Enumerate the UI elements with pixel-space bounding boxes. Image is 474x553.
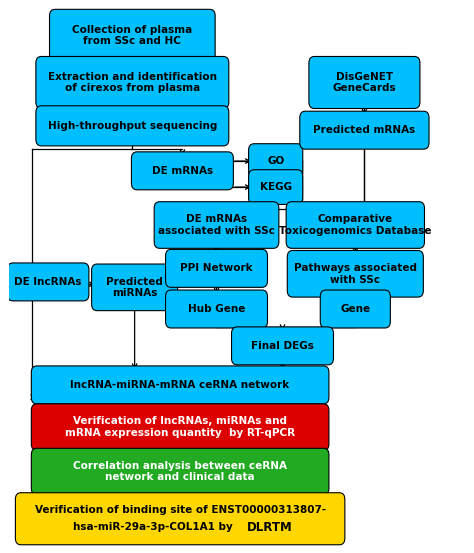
FancyBboxPatch shape xyxy=(49,9,215,61)
Text: Gene: Gene xyxy=(340,304,370,314)
FancyBboxPatch shape xyxy=(286,202,425,248)
FancyBboxPatch shape xyxy=(320,290,391,328)
FancyBboxPatch shape xyxy=(165,249,267,288)
FancyBboxPatch shape xyxy=(300,111,429,149)
Text: Collection of plasma
from SSc and HC: Collection of plasma from SSc and HC xyxy=(72,24,192,46)
FancyBboxPatch shape xyxy=(31,404,329,451)
Text: Correlation analysis between ceRNA
network and clinical data: Correlation analysis between ceRNA netwo… xyxy=(73,461,287,482)
Text: DisGeNET
GeneCards: DisGeNET GeneCards xyxy=(333,72,396,93)
FancyBboxPatch shape xyxy=(287,251,423,297)
Text: hsa-miR-29a-3p-COL1A1 by: hsa-miR-29a-3p-COL1A1 by xyxy=(73,523,237,533)
FancyBboxPatch shape xyxy=(31,448,329,495)
Text: Verification of lncRNAs, miRNAs and
mRNA expression quantity  by RT-qPCR: Verification of lncRNAs, miRNAs and mRNA… xyxy=(65,416,295,438)
Text: GO: GO xyxy=(267,156,284,166)
FancyBboxPatch shape xyxy=(36,106,229,146)
Text: Extraction and identification
of cirexos from plasma: Extraction and identification of cirexos… xyxy=(48,72,217,93)
Text: KEGG: KEGG xyxy=(260,182,292,192)
Text: Predicted mRNAs: Predicted mRNAs xyxy=(313,125,416,135)
Text: Pathways associated
with SSc: Pathways associated with SSc xyxy=(294,263,417,285)
FancyBboxPatch shape xyxy=(165,290,267,328)
Text: Hub Gene: Hub Gene xyxy=(188,304,245,314)
Text: DE mRNAs: DE mRNAs xyxy=(152,166,213,176)
FancyBboxPatch shape xyxy=(309,56,420,108)
FancyBboxPatch shape xyxy=(248,170,303,205)
Text: Predicted
miRNAs: Predicted miRNAs xyxy=(106,276,163,298)
Text: High-throughput sequencing: High-throughput sequencing xyxy=(48,121,217,131)
FancyBboxPatch shape xyxy=(36,56,229,108)
FancyBboxPatch shape xyxy=(15,493,345,545)
Text: DLRTM: DLRTM xyxy=(247,521,293,534)
Text: lncRNA-miRNA-mRNA ceRNA network: lncRNA-miRNA-mRNA ceRNA network xyxy=(71,380,290,390)
Text: PPI Network: PPI Network xyxy=(180,263,253,273)
FancyBboxPatch shape xyxy=(131,152,233,190)
Text: Final DEGs: Final DEGs xyxy=(251,341,314,351)
FancyBboxPatch shape xyxy=(154,202,279,248)
Text: DE lncRNAs: DE lncRNAs xyxy=(14,277,82,287)
FancyBboxPatch shape xyxy=(248,144,303,179)
Text: DE mRNAs
associated with SSc: DE mRNAs associated with SSc xyxy=(158,214,275,236)
FancyBboxPatch shape xyxy=(8,263,89,301)
FancyBboxPatch shape xyxy=(91,264,178,311)
Text: Verification of binding site of ENST00000313807-: Verification of binding site of ENST0000… xyxy=(35,505,326,515)
Text: Comparative
Toxicogenomics Database: Comparative Toxicogenomics Database xyxy=(279,214,431,236)
FancyBboxPatch shape xyxy=(31,366,329,404)
FancyBboxPatch shape xyxy=(231,327,334,365)
